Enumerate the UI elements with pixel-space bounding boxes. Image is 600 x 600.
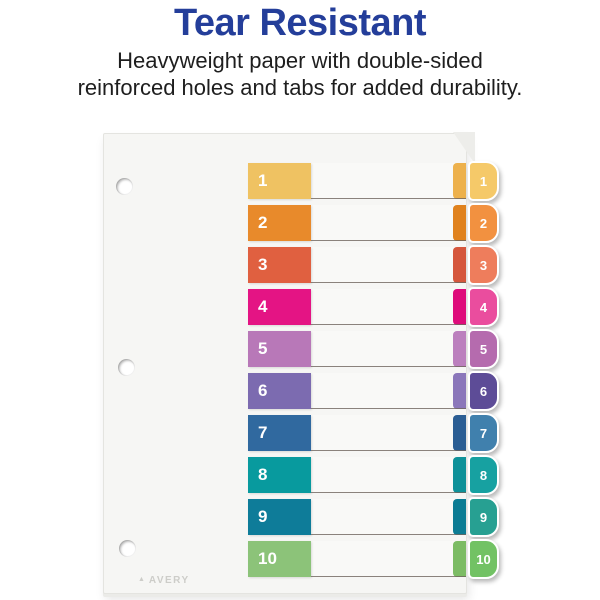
index-tab-label: 10 — [476, 551, 491, 567]
index-tab: 9 — [468, 497, 499, 537]
subtitle-line-1: Heavyweight paper with double-sided — [117, 48, 483, 73]
header: Tear Resistant Heavyweight paper with do… — [0, 0, 600, 101]
avery-logo-text: AVERY — [148, 575, 190, 586]
table-row: 5 5 — [248, 329, 499, 369]
index-tab: 5 — [468, 329, 499, 369]
avery-logo: ▲ AVERY — [138, 575, 190, 586]
index-tab: 2 — [468, 203, 499, 243]
index-tab: 1 — [468, 161, 499, 201]
row-edge-strip — [453, 499, 466, 535]
index-tab-label: 3 — [479, 257, 488, 273]
row-number-block: 10 — [248, 541, 311, 577]
row-number-label: 10 — [258, 549, 277, 568]
table-row: 6 6 — [248, 371, 499, 411]
row-edge-strip — [453, 247, 466, 283]
row-number-label: 1 — [258, 171, 268, 190]
index-tab: 10 — [468, 539, 499, 579]
index-tab-label: 2 — [479, 215, 488, 231]
index-tab-label: 9 — [479, 509, 488, 525]
row-number-block: 3 — [248, 247, 311, 283]
table-row: 1 1 — [248, 161, 499, 201]
row-number-label: 5 — [258, 339, 268, 358]
row-edge-strip — [453, 415, 466, 451]
row-edge-strip — [453, 331, 466, 367]
table-row: 7 7 — [248, 413, 499, 453]
row-number-block: 5 — [248, 331, 311, 367]
table-row: 8 8 — [248, 455, 499, 495]
avery-triangle-icon: ▲ — [138, 576, 145, 583]
row-number-block: 6 — [248, 373, 311, 409]
index-tab: 4 — [468, 287, 499, 327]
row-number-block: 2 — [248, 205, 311, 241]
row-edge-strip — [453, 289, 466, 325]
table-row: 4 4 — [248, 287, 499, 327]
row-number-block: 7 — [248, 415, 311, 451]
punched-hole-middle — [118, 359, 135, 376]
punched-hole-top — [116, 178, 133, 195]
row-edge-strip — [453, 205, 466, 241]
row-number-block: 9 — [248, 499, 311, 535]
page-title: Tear Resistant — [173, 2, 427, 44]
index-tab-label: 5 — [479, 341, 488, 357]
row-number-label: 6 — [258, 381, 268, 400]
index-tab-label: 8 — [479, 467, 488, 483]
row-number-label: 9 — [258, 507, 268, 526]
index-tab-label: 1 — [479, 173, 488, 189]
row-edge-strip — [453, 373, 466, 409]
row-number-label: 4 — [258, 297, 268, 316]
table-row: 9 9 — [248, 497, 499, 537]
index-tab: 6 — [468, 371, 499, 411]
index-tab-label: 7 — [479, 425, 488, 441]
index-tab: 3 — [468, 245, 499, 285]
table-row: 10 10 — [248, 539, 499, 579]
table-row: 2 2 — [248, 203, 499, 243]
row-edge-strip — [453, 457, 466, 493]
index-tab: 8 — [468, 455, 499, 495]
index-tab-label: 6 — [479, 383, 488, 399]
index-tab: 7 — [468, 413, 499, 453]
row-edge-strip — [453, 541, 466, 577]
subtitle: Heavyweight paper with double-sided rein… — [0, 47, 600, 101]
row-number-label: 3 — [258, 255, 268, 274]
folded-corner — [453, 132, 475, 164]
divider-sheet: 1 1 2 2 3 3 4 4 5 — [103, 132, 499, 594]
row-number-block: 1 — [248, 163, 311, 199]
table-row: 3 3 — [248, 245, 499, 285]
punched-hole-bottom — [119, 540, 136, 557]
subtitle-line-2: reinforced holes and tabs for added dura… — [77, 75, 523, 100]
row-edge-strip — [453, 163, 466, 199]
row-number-block: 8 — [248, 457, 311, 493]
toc-rows: 1 1 2 2 3 3 4 4 5 — [248, 161, 499, 579]
row-number-label: 7 — [258, 423, 268, 442]
row-number-label: 2 — [258, 213, 268, 232]
row-number-block: 4 — [248, 289, 311, 325]
index-tab-label: 4 — [479, 299, 488, 315]
row-number-label: 8 — [258, 465, 268, 484]
